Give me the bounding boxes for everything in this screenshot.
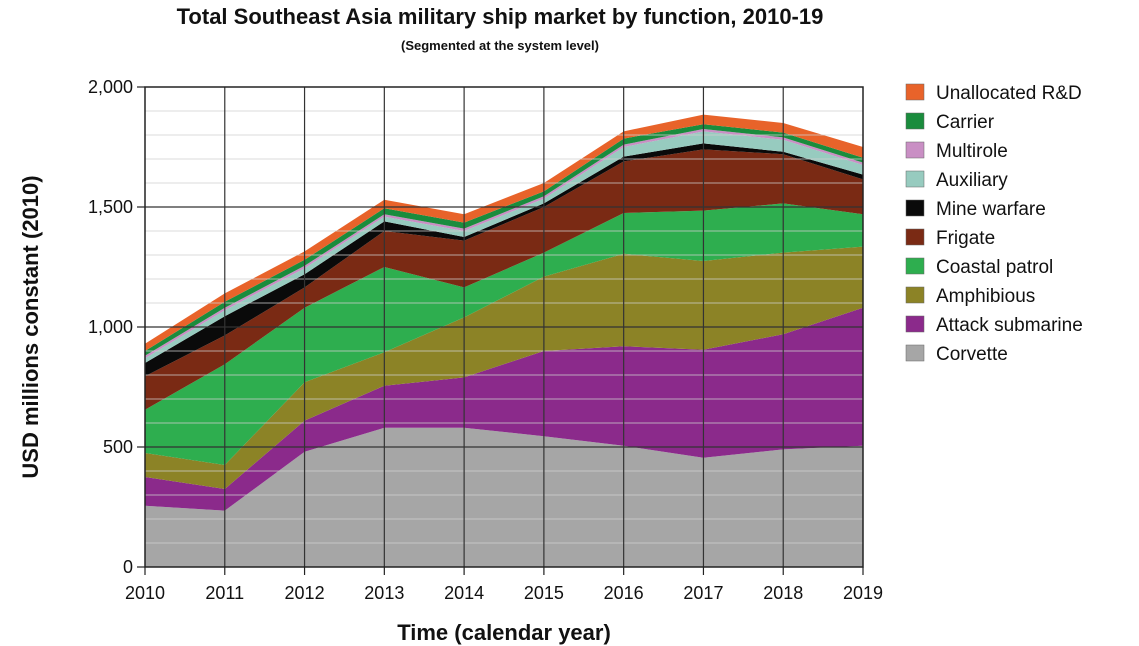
x-tick-label: 2010 — [125, 583, 165, 603]
y-tick-label: 500 — [103, 437, 133, 457]
x-axis-ticks: 2010 2011 2012 2013 2014 2015 2016 2017 2018 2019 — [125, 567, 883, 603]
y-tick-label: 2,000 — [88, 77, 133, 97]
x-tick-label: 2018 — [763, 583, 803, 603]
x-tick-label: 2014 — [444, 583, 484, 603]
grid-lines — [145, 87, 863, 567]
area-frigate — [145, 149, 863, 410]
series-areas — [145, 114, 863, 567]
legend-label-auxiliary: Auxiliary — [936, 170, 1008, 191]
area-attack-submarine — [145, 307, 863, 511]
legend-label-mine-warfare: Mine warfare — [936, 199, 1046, 220]
legend-label-attack-submarine: Attack submarine — [936, 315, 1083, 336]
y-tick-label: 0 — [123, 557, 133, 577]
legend-swatch-amphibious — [905, 286, 925, 304]
legend-swatch-carrier — [905, 112, 925, 130]
y-tick-label: 1,000 — [88, 317, 133, 337]
chart-title: Total Southeast Asia military ship marke… — [176, 4, 824, 29]
x-tick-label: 2012 — [285, 583, 325, 603]
legend-label-amphibious: Amphibious — [936, 286, 1035, 307]
legend-swatch-unallocated-r-d — [905, 83, 925, 101]
legend-swatch-corvette — [905, 344, 925, 362]
y-axis-ticks: 0 500 1,000 1,500 2,000 — [88, 77, 145, 577]
legend-label-coastal-patrol: Coastal patrol — [936, 257, 1053, 278]
legend-swatch-frigate — [905, 228, 925, 246]
legend-label-frigate: Frigate — [936, 228, 995, 249]
legend: Unallocated R&D Carrier Multirole Auxiliary… — [905, 83, 1083, 365]
legend-label-corvette: Corvette — [936, 344, 1008, 365]
legend-swatch-coastal-patrol — [905, 257, 925, 275]
x-axis-title: Time (calendar year) — [397, 620, 611, 645]
x-tick-label: 2013 — [364, 583, 404, 603]
y-axis-title: USD millions constant (2010) — [18, 175, 43, 478]
x-tick-label: 2015 — [524, 583, 564, 603]
legend-label-unallocated-r-d: Unallocated R&D — [936, 83, 1082, 104]
legend-swatch-attack-submarine — [905, 315, 925, 333]
chart-subtitle: (Segmented at the system level) — [401, 38, 599, 53]
x-tick-label: 2016 — [604, 583, 644, 603]
legend-swatch-auxiliary — [905, 170, 925, 188]
legend-label-multirole: Multirole — [936, 141, 1008, 162]
x-tick-label: 2019 — [843, 583, 883, 603]
x-tick-label: 2011 — [205, 583, 244, 603]
legend-swatch-multirole — [905, 141, 925, 159]
area-corvette — [145, 427, 863, 567]
area-coastal-patrol — [145, 203, 863, 465]
y-tick-label: 1,500 — [88, 197, 133, 217]
x-tick-label: 2017 — [683, 583, 723, 603]
area-amphibious — [145, 246, 863, 489]
legend-swatch-mine-warfare — [905, 199, 925, 217]
legend-label-carrier: Carrier — [936, 112, 995, 133]
